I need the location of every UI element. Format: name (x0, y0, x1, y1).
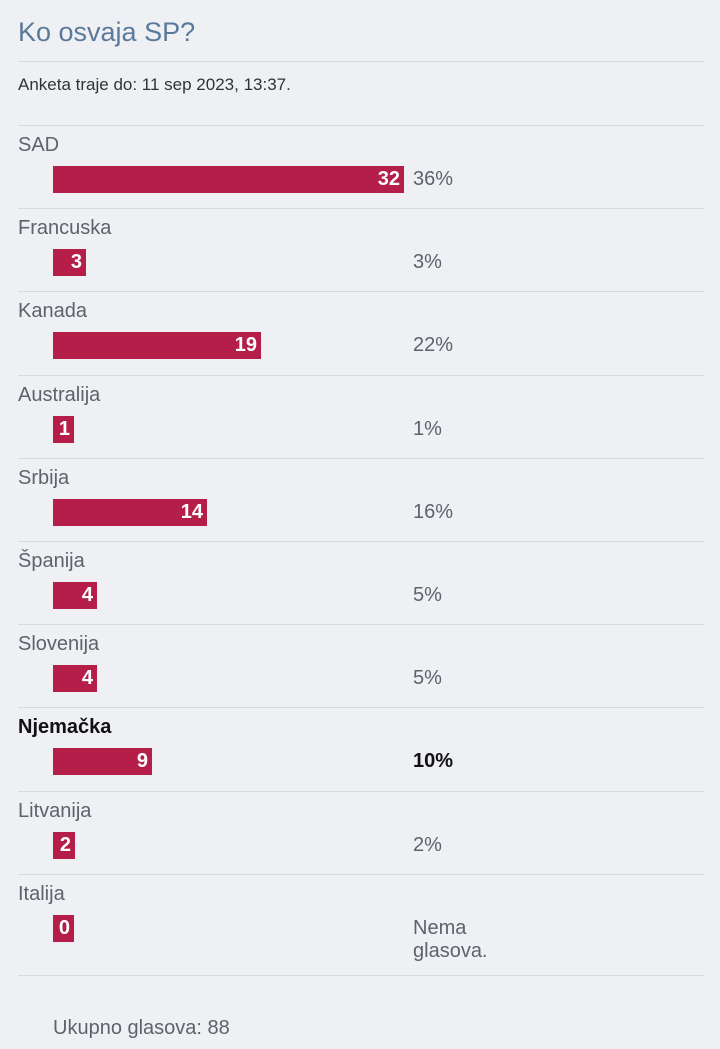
vote-count: 0 (58, 916, 70, 939)
vote-count: 19 (234, 334, 257, 357)
option-label: Njemačka (18, 716, 112, 739)
vote-percent: 36% (413, 168, 454, 190)
vote-percent: 2% (413, 833, 442, 856)
vote-bar: 4 (53, 582, 97, 609)
poll-option[interactable]: Australija 1 1% (18, 376, 704, 459)
vote-percent: 1% (413, 417, 442, 440)
vote-count: 4 (81, 584, 93, 606)
poll-option[interactable]: SAD 32 36% (18, 126, 704, 209)
vote-count: 14 (180, 500, 203, 523)
poll-option[interactable]: Španija 4 5% (18, 542, 704, 625)
vote-count: 1 (58, 417, 70, 440)
vote-percent: 16% (413, 500, 454, 523)
poll-option[interactable]: Srbija 14 16% (18, 459, 704, 542)
poll-deadline: Anketa traje do: 11 sep 2023, 13:37. (18, 75, 291, 94)
poll-option[interactable]: Kanada 19 22% (18, 292, 704, 375)
option-divider (18, 208, 704, 210)
option-label: Italija (18, 882, 65, 905)
vote-percent: 5% (413, 584, 442, 606)
option-label: Australija (18, 383, 101, 406)
option-divider (18, 975, 704, 976)
vote-bar: 14 (53, 498, 207, 526)
vote-percent: 22% (413, 334, 454, 357)
option-label: Francuska (18, 217, 112, 240)
vote-bar: 32 (53, 166, 404, 193)
poll-option[interactable]: Slovenija 4 5% (18, 625, 704, 708)
option-label: Slovenija (18, 633, 100, 656)
option-divider (18, 624, 704, 626)
option-label: SAD (18, 134, 60, 156)
vote-percent: 10% (413, 750, 454, 773)
vote-percent: Nema glasova. (413, 916, 488, 962)
poll-title: Ko osvaja SP? (18, 17, 196, 47)
vote-bar: 0 (53, 914, 74, 942)
vote-count: 9 (136, 750, 148, 773)
poll-option[interactable]: Francuska 3 3% (18, 209, 704, 292)
option-divider (18, 374, 704, 376)
poll-option[interactable]: Njemačka 9 10% (18, 708, 704, 791)
vote-count: 3 (70, 251, 82, 274)
option-divider (18, 291, 704, 293)
header-divider (18, 125, 704, 126)
vote-percent: 5% (413, 667, 442, 690)
option-divider (18, 457, 704, 459)
vote-count: 32 (377, 168, 400, 190)
option-divider (18, 707, 704, 709)
option-label: Litvanija (18, 799, 92, 822)
vote-bar: 19 (53, 332, 261, 360)
option-divider (18, 790, 704, 792)
title-divider (18, 61, 704, 62)
vote-count: 4 (81, 667, 93, 690)
vote-bar: 1 (53, 415, 74, 443)
poll-option[interactable]: Italija 0 Nema glasova. (18, 875, 704, 962)
option-divider (18, 541, 704, 542)
option-divider (18, 873, 704, 875)
vote-bar: 4 (53, 665, 97, 693)
vote-bar: 2 (53, 831, 75, 859)
vote-count: 2 (59, 833, 71, 856)
total-votes: Ukupno glasova: 88 (53, 1017, 230, 1039)
option-label: Srbija (18, 466, 70, 489)
vote-percent: 3% (413, 251, 442, 274)
vote-bar: 3 (53, 249, 86, 277)
vote-bar: 9 (53, 748, 152, 776)
option-label: Španija (18, 550, 85, 572)
option-label: Kanada (18, 300, 87, 323)
poll-option[interactable]: Litvanija 2 2% (18, 792, 704, 875)
